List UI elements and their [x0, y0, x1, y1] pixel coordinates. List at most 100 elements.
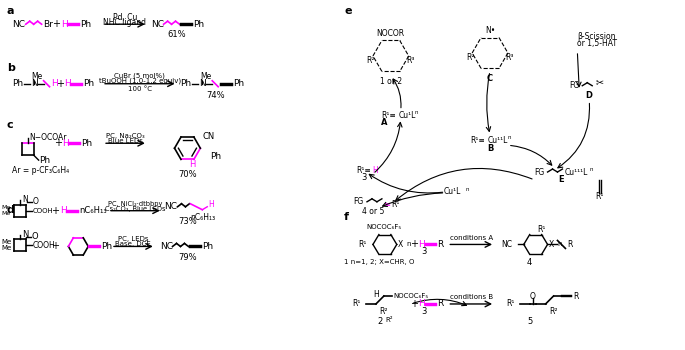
- Text: NC: NC: [164, 202, 177, 211]
- Text: COOH: COOH: [33, 208, 53, 214]
- Text: R: R: [438, 300, 444, 308]
- Text: a: a: [7, 6, 14, 16]
- Text: H: H: [60, 206, 67, 215]
- Text: H: H: [51, 79, 58, 88]
- Text: NC: NC: [12, 20, 25, 29]
- Text: N: N: [31, 79, 38, 88]
- Text: c: c: [7, 120, 14, 131]
- Text: N: N: [199, 79, 206, 88]
- Text: A: A: [381, 118, 387, 127]
- Text: R¹: R¹: [391, 200, 399, 209]
- Text: N: N: [22, 195, 27, 204]
- Text: O: O: [33, 197, 38, 206]
- Text: conditions B: conditions B: [449, 294, 493, 300]
- Text: 70%: 70%: [178, 170, 197, 180]
- Text: ✂: ✂: [595, 78, 603, 88]
- Text: R¹≡: R¹≡: [381, 111, 396, 120]
- Text: R²: R²: [366, 56, 375, 65]
- Text: n: n: [407, 241, 411, 247]
- Text: 1 n=1, 2; X=CHR, O: 1 n=1, 2; X=CHR, O: [344, 259, 414, 265]
- Text: n: n: [508, 135, 512, 140]
- Text: R: R: [573, 292, 579, 301]
- Text: O: O: [530, 292, 536, 301]
- Text: Cs₂CO₃, Blue LEDs: Cs₂CO₃, Blue LEDs: [105, 206, 165, 212]
- Text: B: B: [487, 144, 493, 153]
- Text: R: R: [567, 240, 573, 249]
- Text: Br: Br: [44, 20, 53, 29]
- Text: PC, Na₂CO₃: PC, Na₂CO₃: [105, 133, 145, 139]
- Text: 4: 4: [527, 258, 532, 267]
- Text: CuBr (5 mol%): CuBr (5 mol%): [114, 72, 165, 79]
- Text: X: X: [549, 240, 554, 249]
- Text: H: H: [208, 200, 214, 209]
- Text: N•: N•: [485, 26, 495, 35]
- Text: H: H: [62, 20, 68, 29]
- Text: FG: FG: [353, 197, 363, 206]
- Text: R²: R²: [549, 307, 558, 316]
- Text: H: H: [419, 300, 425, 308]
- Text: n: n: [558, 241, 562, 247]
- Text: R²: R²: [379, 307, 388, 316]
- Text: Me: Me: [1, 205, 11, 210]
- Text: R³: R³: [406, 56, 415, 65]
- Text: 61%: 61%: [167, 30, 186, 38]
- Text: E: E: [559, 175, 564, 184]
- Text: Ph: Ph: [233, 79, 244, 88]
- Text: H: H: [64, 79, 71, 88]
- Text: 1 or 2: 1 or 2: [379, 77, 402, 86]
- Text: +: +: [410, 299, 418, 309]
- Text: or 1,5-HAT: or 1,5-HAT: [577, 38, 617, 48]
- Text: +: +: [56, 79, 64, 89]
- Text: 79%: 79%: [178, 253, 197, 262]
- Text: 4 or 5: 4 or 5: [362, 207, 384, 216]
- Text: H: H: [62, 139, 69, 148]
- Text: PC, LEDs: PC, LEDs: [118, 237, 148, 243]
- Text: Ph: Ph: [180, 79, 192, 88]
- Text: Ph: Ph: [193, 20, 205, 29]
- Text: NHC ligand: NHC ligand: [103, 18, 147, 27]
- Text: Me: Me: [200, 72, 212, 81]
- Text: R¹: R¹: [359, 240, 367, 249]
- Text: Ph: Ph: [101, 242, 112, 251]
- Text: D: D: [586, 91, 593, 100]
- Text: NC: NC: [160, 242, 173, 251]
- Text: β-Scission: β-Scission: [577, 32, 616, 41]
- Text: R¹≡: R¹≡: [470, 136, 485, 145]
- Text: +: +: [51, 241, 60, 251]
- Text: R¹: R¹: [506, 300, 515, 308]
- Text: 5: 5: [527, 317, 532, 326]
- Text: n: n: [465, 187, 469, 192]
- Text: 100 °C: 100 °C: [128, 86, 152, 92]
- Text: H: H: [419, 240, 425, 249]
- Text: R¹: R¹: [353, 300, 361, 308]
- Text: Ar = p-CF₃C₆H₄: Ar = p-CF₃C₆H₄: [12, 166, 69, 175]
- Text: Ph: Ph: [210, 152, 221, 161]
- Text: Pd, Cu: Pd, Cu: [113, 13, 137, 22]
- Text: Ph: Ph: [202, 242, 214, 251]
- Text: FG: FG: [569, 81, 580, 90]
- Text: n: n: [589, 167, 593, 172]
- Text: H: H: [372, 166, 377, 175]
- Text: e: e: [344, 6, 351, 16]
- Text: n: n: [414, 110, 418, 115]
- Text: Ph: Ph: [40, 156, 51, 164]
- Text: Ph: Ph: [82, 139, 92, 148]
- Text: conditions A: conditions A: [449, 234, 493, 240]
- Text: R¹≡: R¹≡: [356, 166, 371, 175]
- Text: nC₆H₁₃: nC₆H₁₃: [79, 206, 107, 215]
- Text: Cu¹L: Cu¹L: [444, 187, 461, 196]
- Text: X: X: [398, 240, 403, 249]
- Text: Me: Me: [1, 245, 12, 251]
- Text: Blue LEDs: Blue LEDs: [108, 138, 142, 144]
- Text: H: H: [189, 160, 196, 169]
- Text: NC: NC: [151, 20, 164, 29]
- Text: PC, NiCl₂·dtbbpy: PC, NiCl₂·dtbbpy: [108, 201, 162, 207]
- Text: NOCOC₆F₅: NOCOC₆F₅: [394, 293, 429, 299]
- Text: O: O: [32, 232, 38, 241]
- Text: R¹: R¹: [595, 193, 603, 201]
- Text: 3: 3: [421, 307, 426, 316]
- Text: N: N: [22, 230, 28, 239]
- Text: Me: Me: [1, 239, 12, 245]
- Text: R³: R³: [506, 54, 514, 62]
- Text: +: +: [53, 19, 60, 29]
